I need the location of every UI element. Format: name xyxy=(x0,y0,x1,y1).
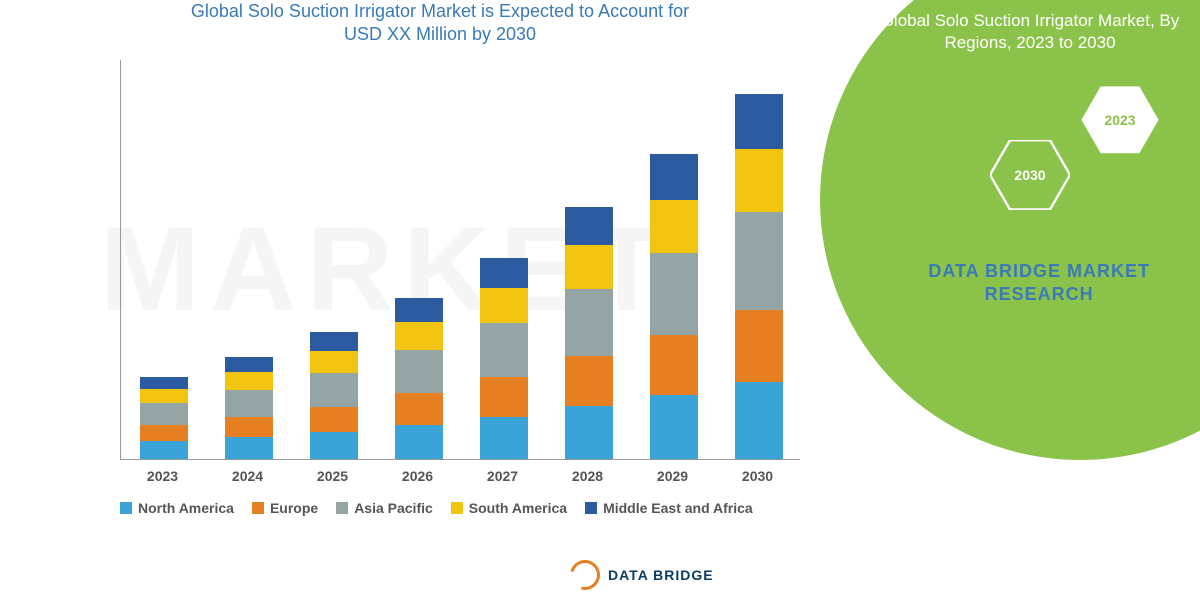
legend-label: North America xyxy=(138,500,234,516)
bar-segment xyxy=(650,395,698,459)
bar-segment xyxy=(480,288,528,323)
bar-segment xyxy=(225,390,273,417)
bar-group xyxy=(735,94,783,459)
legend-swatch xyxy=(252,502,264,514)
bar-group xyxy=(650,154,698,459)
bar-segment xyxy=(735,382,783,459)
bar-segment xyxy=(225,357,273,372)
bar-segment xyxy=(395,425,443,459)
xaxis-label: 2026 xyxy=(402,468,433,484)
bar-segment xyxy=(225,372,273,390)
footer-logo-text: DATA BRIDGE xyxy=(608,567,714,583)
bar-group xyxy=(395,298,443,459)
bar-segment xyxy=(310,373,358,407)
chart-title-line2: USD XX Million by 2030 xyxy=(344,24,536,44)
footer-logo-icon xyxy=(565,555,606,596)
bar-segment xyxy=(565,289,613,356)
legend-swatch xyxy=(120,502,132,514)
legend-swatch xyxy=(451,502,463,514)
bar-segment xyxy=(140,441,188,459)
legend-label: South America xyxy=(469,500,567,516)
brand-text: DATA BRIDGE MARKET RESEARCH xyxy=(928,260,1150,307)
bar-segment xyxy=(565,207,613,245)
bar-segment xyxy=(735,212,783,310)
green-circle-shape xyxy=(820,0,1200,460)
bar-segment xyxy=(310,407,358,432)
bar-segment xyxy=(140,389,188,403)
xaxis-label: 2027 xyxy=(487,468,518,484)
xaxis-label: 2024 xyxy=(232,468,263,484)
bar-segment xyxy=(565,245,613,289)
xaxis-label: 2023 xyxy=(147,468,178,484)
bar-segment xyxy=(735,94,783,149)
bar-segment xyxy=(395,322,443,350)
footer-logo: DATA BRIDGE xyxy=(570,560,714,590)
bar-segment xyxy=(140,425,188,441)
hex-badge-2023: 2023 xyxy=(1080,85,1160,155)
chart-title: Global Solo Suction Irrigator Market is … xyxy=(60,0,820,47)
bar-segment xyxy=(480,377,528,417)
bar-group xyxy=(480,258,528,459)
bar-group xyxy=(310,332,358,459)
xaxis-label: 2029 xyxy=(657,468,688,484)
bar-segment xyxy=(310,351,358,373)
legend-label: Asia Pacific xyxy=(354,500,433,516)
legend-item: Europe xyxy=(252,500,318,516)
bar-segment xyxy=(480,323,528,377)
legend-swatch xyxy=(336,502,348,514)
brand-line1: DATA BRIDGE MARKET xyxy=(928,261,1150,281)
bar-segment xyxy=(650,335,698,395)
chart-legend: North America Europe Asia Pacific South Ame… xyxy=(120,500,840,516)
bar-segment xyxy=(480,417,528,459)
bar-segment xyxy=(480,258,528,288)
bar-segment xyxy=(735,149,783,212)
xaxis-label: 2028 xyxy=(572,468,603,484)
legend-label: Middle East and Africa xyxy=(603,500,753,516)
legend-item: North America xyxy=(120,500,234,516)
hex-badge-2030: 2030 xyxy=(990,140,1070,210)
legend-item: South America xyxy=(451,500,567,516)
bar-segment xyxy=(140,377,188,389)
bar-group xyxy=(225,357,273,459)
chart-plot xyxy=(120,60,800,460)
legend-item: Asia Pacific xyxy=(336,500,433,516)
bar-segment xyxy=(565,406,613,459)
right-panel-title: Global Solo Suction Irrigator Market, By… xyxy=(880,10,1180,54)
bar-segment xyxy=(225,417,273,437)
brand-line2: RESEARCH xyxy=(985,284,1094,304)
chart-area: Global Solo Suction Irrigator Market is … xyxy=(60,0,820,560)
bar-segment xyxy=(650,253,698,335)
bar-segment xyxy=(310,332,358,351)
bar-segment xyxy=(310,432,358,459)
legend-label: Europe xyxy=(270,500,318,516)
xaxis-label: 2030 xyxy=(742,468,773,484)
hex-label-2030: 2030 xyxy=(1014,167,1045,183)
hex-label-2023: 2023 xyxy=(1104,112,1135,128)
bar-segment xyxy=(565,356,613,406)
chart-title-line1: Global Solo Suction Irrigator Market is … xyxy=(191,1,689,21)
xaxis-label: 2025 xyxy=(317,468,348,484)
bar-group xyxy=(140,377,188,459)
bar-segment xyxy=(650,200,698,253)
bar-group xyxy=(565,207,613,459)
bar-segment xyxy=(395,393,443,425)
legend-item: Middle East and Africa xyxy=(585,500,753,516)
chart-xaxis-labels: 2023 2024 2025 2026 2027 2028 2029 2030 xyxy=(120,468,800,488)
legend-swatch xyxy=(585,502,597,514)
bar-segment xyxy=(140,403,188,425)
bar-segment xyxy=(395,350,443,393)
bar-segment xyxy=(395,298,443,322)
bar-segment xyxy=(650,154,698,200)
bar-segment xyxy=(735,310,783,382)
bar-segment xyxy=(225,437,273,459)
right-panel: Global Solo Suction Irrigator Market, By… xyxy=(820,0,1200,560)
